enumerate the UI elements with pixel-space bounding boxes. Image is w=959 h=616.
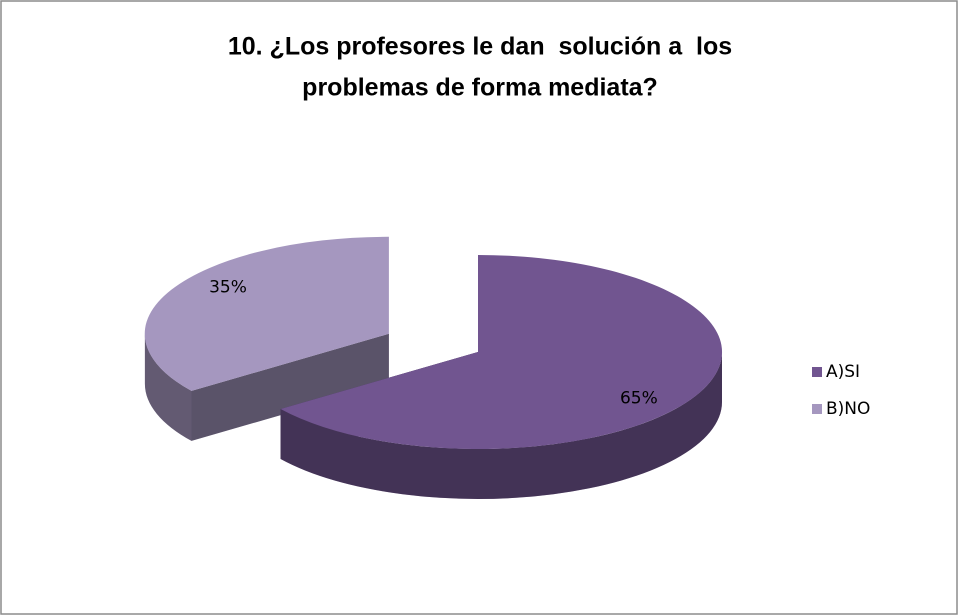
data-label: 65% [620,389,658,409]
slice-wall [280,352,722,499]
legend-swatch [812,404,822,414]
data-label: 35% [209,277,247,297]
slice-wall [280,352,722,499]
slice-wall [144,333,192,441]
slice-side [191,333,389,441]
slice-wall [144,333,192,441]
chart-title: 10. ¿Los profesores le dan solución a lo… [228,33,732,61]
slice [144,236,389,391]
chart-title: problemas de forma mediata? [302,74,658,102]
legend-label: B)NO [826,399,870,419]
legend-label: A)SI [826,362,860,382]
slice-side [191,333,389,441]
slice [280,255,723,450]
legend-swatch [812,367,822,377]
